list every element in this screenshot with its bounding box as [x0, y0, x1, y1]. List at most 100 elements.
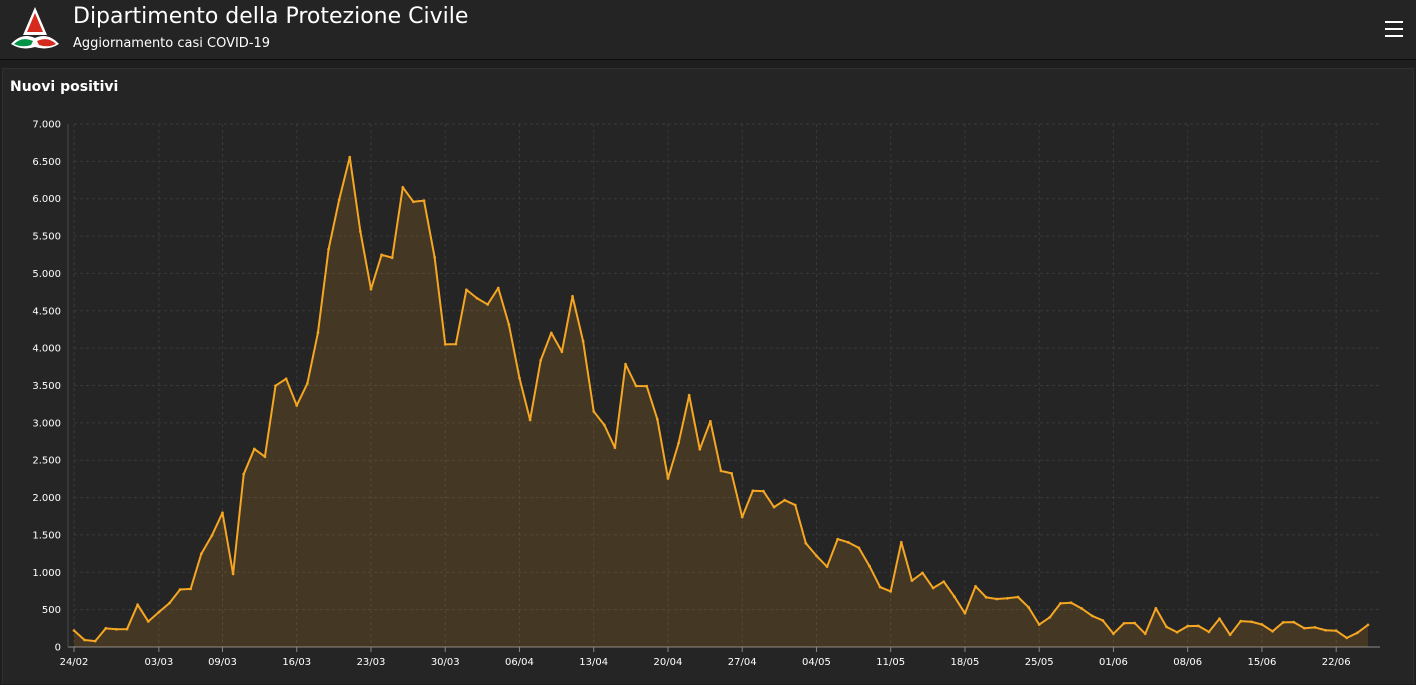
data-point [178, 588, 182, 591]
data-point [602, 423, 606, 427]
data-point [337, 198, 341, 202]
data-point [1165, 625, 1168, 629]
data-point [284, 377, 288, 381]
data-point [486, 303, 490, 306]
data-point [327, 247, 330, 251]
data-point [1334, 629, 1338, 633]
data-point [1037, 623, 1041, 626]
data-point [804, 541, 808, 545]
data-point [358, 230, 362, 233]
y-tick-label: 3.000 [32, 418, 61, 429]
data-point [719, 469, 723, 473]
y-tick-label: 6.500 [32, 157, 61, 168]
data-point [963, 611, 967, 615]
data-point [1218, 617, 1221, 621]
data-point [1133, 621, 1137, 625]
data-point [1154, 606, 1158, 610]
data-point [592, 410, 596, 413]
y-tick-label: 4.500 [32, 306, 61, 317]
data-point [751, 489, 755, 493]
data-point [868, 564, 871, 568]
data-point [93, 639, 97, 643]
data-point [1239, 619, 1243, 623]
data-point [772, 505, 776, 509]
data-point [305, 382, 309, 385]
data-point [433, 255, 437, 259]
data-point [836, 537, 840, 541]
data-point [1112, 632, 1115, 636]
data-point [146, 620, 150, 623]
data-point [115, 627, 118, 631]
y-tick-label: 1.500 [32, 530, 61, 541]
data-point [1260, 623, 1264, 626]
x-tick-label: 18/05 [951, 657, 980, 668]
data-point [199, 552, 203, 556]
app-header: Dipartimento della Protezione Civile Agg… [0, 0, 1416, 60]
data-point [634, 384, 638, 388]
y-tick-label: 2.000 [32, 493, 61, 504]
data-point [1186, 624, 1190, 628]
data-point [666, 477, 670, 480]
data-point [1016, 595, 1020, 599]
data-point [136, 603, 140, 607]
x-tick-label: 27/04 [728, 657, 757, 668]
data-point [1345, 636, 1349, 640]
x-tick-label: 24/02 [60, 657, 89, 668]
data-point [942, 580, 946, 584]
data-point [348, 155, 352, 159]
data-point [221, 511, 224, 515]
data-point [730, 471, 734, 475]
x-tick-label: 22/06 [1322, 657, 1351, 668]
data-point [549, 331, 553, 335]
data-point [1090, 614, 1094, 618]
data-point [252, 447, 256, 451]
data-point [83, 638, 87, 642]
data-point [1059, 601, 1062, 605]
x-tick-label: 11/05 [876, 657, 905, 668]
data-point [793, 503, 797, 507]
data-point [571, 294, 574, 298]
data-point [878, 585, 882, 589]
data-point [412, 200, 415, 204]
hamburger-menu-icon[interactable] [1382, 17, 1408, 41]
y-tick-label: 3.500 [32, 381, 61, 392]
y-tick-label: 500 [42, 605, 61, 616]
data-point [624, 362, 627, 366]
y-tick-label: 5.000 [32, 269, 61, 280]
data-point [1324, 628, 1327, 632]
data-point [465, 288, 468, 292]
data-point [539, 359, 543, 362]
data-point [1069, 601, 1073, 605]
x-tick-label: 25/05 [1025, 657, 1054, 668]
data-point [687, 393, 691, 397]
data-point [1228, 633, 1232, 637]
data-point [528, 418, 532, 422]
data-point [496, 286, 500, 290]
data-point [1027, 605, 1030, 609]
x-tick-label: 09/03 [208, 657, 237, 668]
new-positives-area-chart: 0 500 1.000 1.500 2.000 2.500 3.000 3.500 4.000 4… [32, 120, 1380, 668]
data-point [274, 384, 277, 388]
data-point [931, 586, 935, 590]
data-point [263, 455, 267, 459]
data-point [242, 472, 246, 476]
y-tick-label: 0 [55, 643, 61, 654]
y-tick-label: 7.000 [32, 120, 61, 131]
data-point [910, 579, 914, 583]
data-point [1048, 615, 1052, 619]
x-tick-label: 03/03 [144, 657, 173, 668]
data-point [157, 610, 161, 614]
data-point [974, 584, 977, 588]
data-point [507, 323, 511, 326]
app-title: Dipartimento della Protezione Civile [73, 4, 469, 29]
series-area [74, 157, 1368, 647]
data-point [380, 253, 383, 257]
x-tick-label: 16/03 [282, 657, 311, 668]
data-point [984, 595, 988, 599]
x-tick-label: 30/03 [431, 657, 460, 668]
data-point [1175, 630, 1179, 634]
app-subtitle: Aggiornamento casi COVID-19 [73, 36, 271, 51]
data-point [401, 185, 405, 189]
data-point [952, 595, 956, 598]
data-point [1080, 607, 1084, 610]
